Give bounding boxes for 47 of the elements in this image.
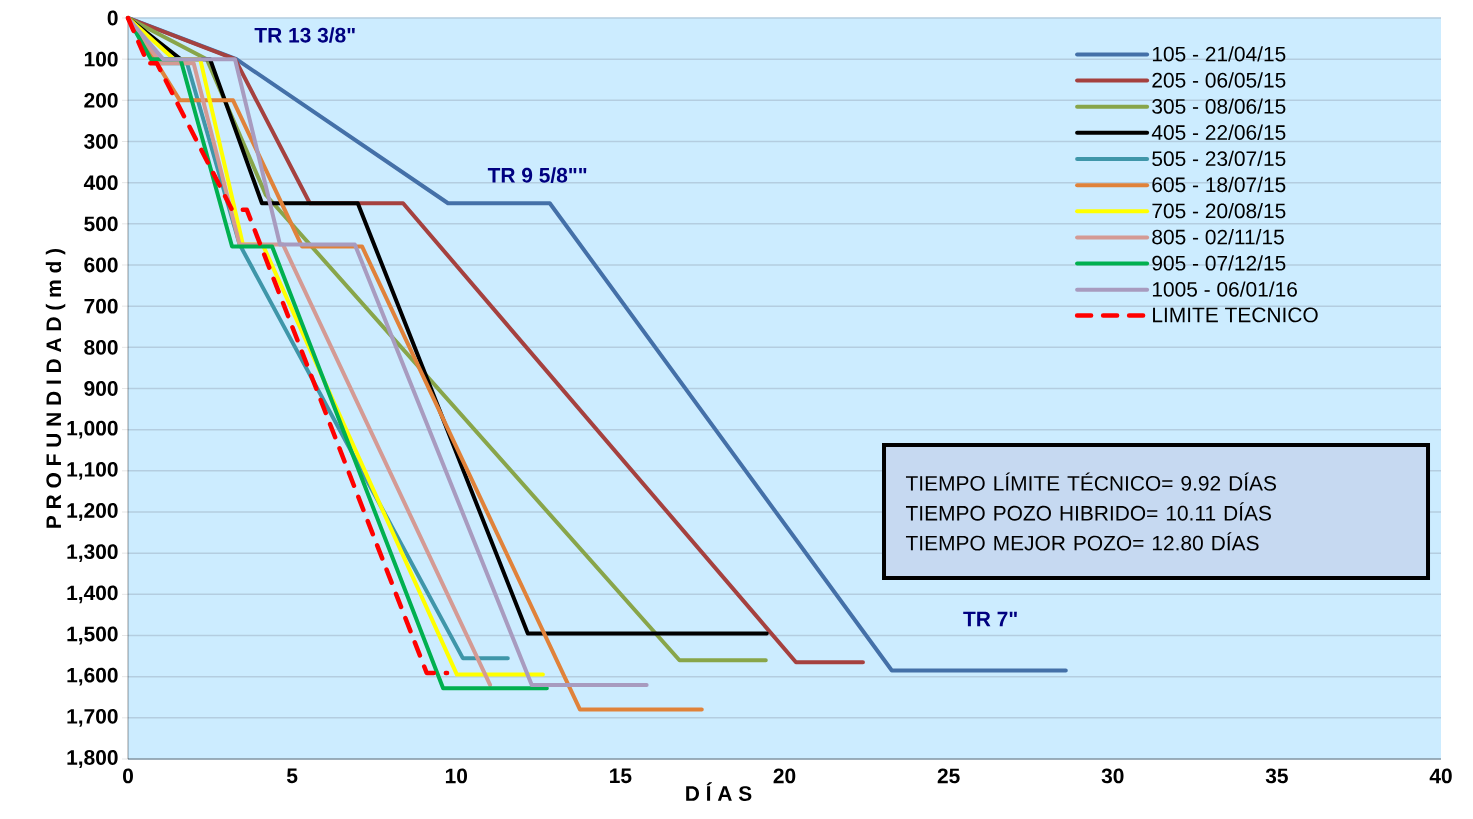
legend-label: 105 - 21/04/15 (1152, 46, 1286, 62)
y-tick-label: 300 (84, 134, 118, 149)
y-tick-label: 0 (107, 10, 118, 26)
legend-label: 805 - 02/11/15 (1152, 229, 1284, 245)
y-tick-label: 1,100 (67, 461, 118, 480)
y-tick-label: 400 (83, 175, 118, 191)
x-tick-label: 40 (1429, 768, 1452, 784)
y-tick-label: 1,500 (67, 626, 118, 645)
x-tick-label: 35 (1265, 768, 1288, 784)
x-tick-label: 30 (1101, 768, 1124, 784)
y-tick-label: 1,800 (67, 750, 118, 768)
legend-label: 505 - 23/07/15 (1152, 150, 1286, 167)
x-tick-label: 5 (286, 768, 298, 784)
x-tick-label: 25 (937, 768, 960, 784)
y-tick-label: 1,700 (67, 708, 118, 727)
y-tick-label: 200 (84, 92, 118, 108)
x-tick-label: 0 (123, 768, 133, 784)
legend-label: LIMITE TECNICO (1153, 307, 1318, 323)
legend-label: 905 - 07/12/15 (1152, 255, 1286, 271)
legend-label: 705 - 20/08/15 (1152, 202, 1286, 219)
y-tick-label: 1,600 (67, 667, 118, 686)
legend-label: 305 - 08/06/15 (1152, 98, 1286, 114)
y-tick-label: 700 (84, 298, 118, 314)
y-tick-label: 800 (84, 339, 118, 355)
annotation: TR 9 5/8"" (487, 167, 587, 183)
y-axis-title: P R O F U N D I D A D ( m d ) (45, 248, 66, 528)
y-tick-label: 600 (84, 257, 118, 273)
y-tick-label: 900 (84, 381, 118, 396)
annotation: TIEMPO LÍMITE TÉCNICO= 9.92 DÍAS (905, 472, 1276, 491)
legend-label: 1005 - 06/01/16 (1152, 281, 1297, 297)
x-tick-label: 15 (610, 768, 632, 784)
legend-label: 605 - 18/07/15 (1152, 176, 1286, 193)
legend-label: 405 - 22/06/15 (1151, 124, 1286, 140)
annotation: TR 7" (963, 611, 1017, 627)
y-tick-label: 1,300 (67, 544, 118, 563)
x-tick-label: 10 (445, 768, 468, 784)
y-tick-label: 1,000 (67, 420, 118, 439)
x-tick-label: 20 (773, 768, 796, 784)
y-tick-label: 100 (84, 51, 118, 67)
annotation: TIEMPO POZO HIBRIDO= 10.11 DÍAS (905, 502, 1271, 521)
y-tick-label: 1,200 (67, 503, 118, 521)
legend-label: 205 - 06/05/15 (1152, 72, 1286, 88)
y-tick-label: 1,400 (67, 585, 118, 604)
x-axis-title: D Í A S (686, 782, 752, 801)
annotation: TR 13 3/8" (254, 27, 355, 43)
annotation: TIEMPO MEJOR POZO= 12.80 DÍAS (905, 532, 1259, 551)
y-tick-label: 500 (84, 216, 118, 232)
